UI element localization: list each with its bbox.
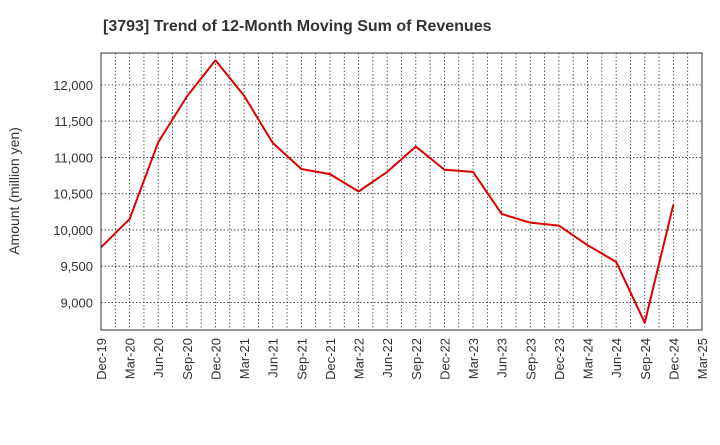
- tick-labels: 9,000 9,500 10,000 10,500 11,000 11,500 12,000…: [53, 78, 710, 380]
- chart-title: [3793] Trend of 12-Month Moving Sum of R…: [103, 18, 492, 35]
- y-tick-label: 10,500: [53, 187, 93, 202]
- gridlines: [101, 53, 702, 330]
- x-tick-label: Sep-20: [180, 338, 195, 380]
- x-tick-label: Sep-24: [638, 338, 653, 380]
- x-tick-label: Mar-20: [123, 338, 138, 379]
- y-tick-label: 9,000: [60, 295, 93, 310]
- y-tick-label: 12,000: [53, 78, 93, 93]
- x-tick-label: Jun-22: [380, 338, 395, 378]
- x-tick-label: Jun-21: [266, 338, 281, 378]
- x-tick-label: Dec-21: [323, 338, 338, 380]
- x-tick-label: Jun-20: [151, 338, 166, 378]
- y-tick-label: 11,500: [54, 114, 93, 129]
- y-tick-label: 9,500: [60, 259, 93, 274]
- x-tick-label: Mar-25: [695, 338, 710, 379]
- y-tick-label: 11,000: [54, 150, 93, 165]
- x-tick-label: Sep-21: [294, 338, 309, 380]
- x-tick-label: Dec-19: [94, 338, 109, 380]
- x-tick-label: Dec-24: [666, 338, 681, 380]
- x-tick-label: Dec-23: [552, 338, 567, 380]
- x-tick-label: Dec-20: [208, 338, 223, 380]
- x-tick-label: Dec-22: [437, 338, 452, 380]
- plot-frame: [100, 52, 703, 331]
- x-tick-label: Mar-23: [466, 338, 481, 379]
- x-tick-label: Mar-21: [237, 338, 252, 379]
- x-tick-label: Mar-22: [352, 338, 367, 379]
- x-tick-label: Sep-22: [409, 338, 424, 380]
- x-tick-label: Jun-23: [495, 338, 510, 378]
- x-tick-label: Sep-23: [523, 338, 538, 380]
- x-tick-label: Jun-24: [609, 338, 624, 378]
- y-tick-label: 10,000: [53, 223, 93, 238]
- series-line: [100, 59, 675, 324]
- x-tick-label: Mar-24: [581, 338, 596, 379]
- y-axis-label: Amount (million yen): [6, 127, 22, 255]
- series-layer: [100, 59, 675, 324]
